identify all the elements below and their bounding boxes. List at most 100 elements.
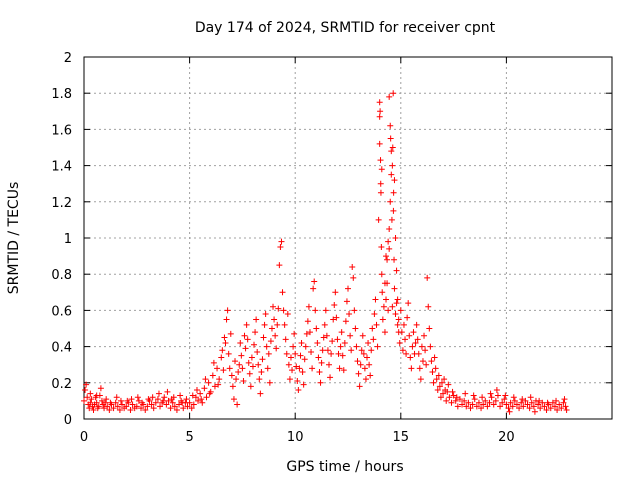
data-point [445,381,452,388]
data-point [511,397,518,404]
data-point [205,379,212,386]
data-point [306,329,313,336]
data-point [116,406,123,413]
data-point [334,336,341,343]
data-point [367,372,374,379]
data-point [316,368,323,375]
data-point [249,363,256,370]
data-point [429,368,436,375]
data-point [319,347,326,354]
data-point [290,343,297,350]
data-point [389,303,396,310]
data-point [482,397,489,404]
data-point [270,303,277,310]
data-point [281,321,288,328]
data-point [406,332,413,339]
data-point [415,350,422,357]
data-point [376,140,383,147]
data-point [409,343,416,350]
y-tick-label: 0.4 [51,341,72,356]
data-point [357,361,364,368]
data-point [293,363,300,370]
data-point [379,289,386,296]
data-point [311,278,318,285]
data-point [167,405,174,412]
data-markers [81,90,570,415]
data-point [93,399,100,406]
data-point [230,396,237,403]
data-point [524,401,531,408]
data-point [193,387,200,394]
data-point [375,216,382,223]
data-point [383,296,390,303]
data-point [128,396,135,403]
data-point [374,343,381,350]
data-point [313,325,320,332]
data-point [444,388,451,395]
data-point [378,244,385,251]
data-point [285,361,292,368]
data-point [127,406,134,413]
data-point [423,361,430,368]
data-point [101,405,108,412]
data-point [87,399,94,406]
data-point [407,354,414,361]
data-point [95,403,102,410]
data-point [229,383,236,390]
data-point [479,394,486,401]
data-point [180,405,187,412]
data-point [461,397,468,404]
data-point [273,345,280,352]
data-point [165,397,172,404]
grid-lines [84,57,612,419]
data-point [436,383,443,390]
data-point [398,329,405,336]
data-point [283,350,290,357]
data-point [209,372,216,379]
data-point [123,403,130,410]
axis-ticks [83,56,612,420]
data-point [364,354,371,361]
data-point [265,350,272,357]
data-point [449,388,456,395]
data-point [505,405,512,412]
data-point [480,401,487,408]
data-point [543,406,550,413]
data-point [526,405,533,412]
data-point [112,399,119,406]
data-point [381,280,388,287]
data-point [268,325,275,332]
data-point [117,397,124,404]
data-point [284,311,291,318]
data-point [337,343,344,350]
data-point [503,401,510,408]
data-point [434,387,441,394]
data-point [393,267,400,274]
data-point [510,394,517,401]
data-point [244,336,251,343]
data-point [430,379,437,386]
data-point [251,341,258,348]
data-point [257,390,264,397]
data-point [320,334,327,341]
data-point [234,401,241,408]
data-point [317,379,324,386]
data-point [410,329,417,336]
data-point [353,343,360,350]
data-point [404,314,411,321]
data-point [459,401,466,408]
data-point [478,405,485,412]
data-point [493,387,500,394]
data-point [267,338,274,345]
data-point [188,405,195,412]
data-point [551,403,558,410]
data-point [195,397,202,404]
data-point [506,408,513,415]
data-point [377,108,384,115]
data-point [394,321,401,328]
data-point [329,338,336,345]
data-point [395,316,402,323]
data-point [242,345,249,352]
data-point [376,113,383,120]
